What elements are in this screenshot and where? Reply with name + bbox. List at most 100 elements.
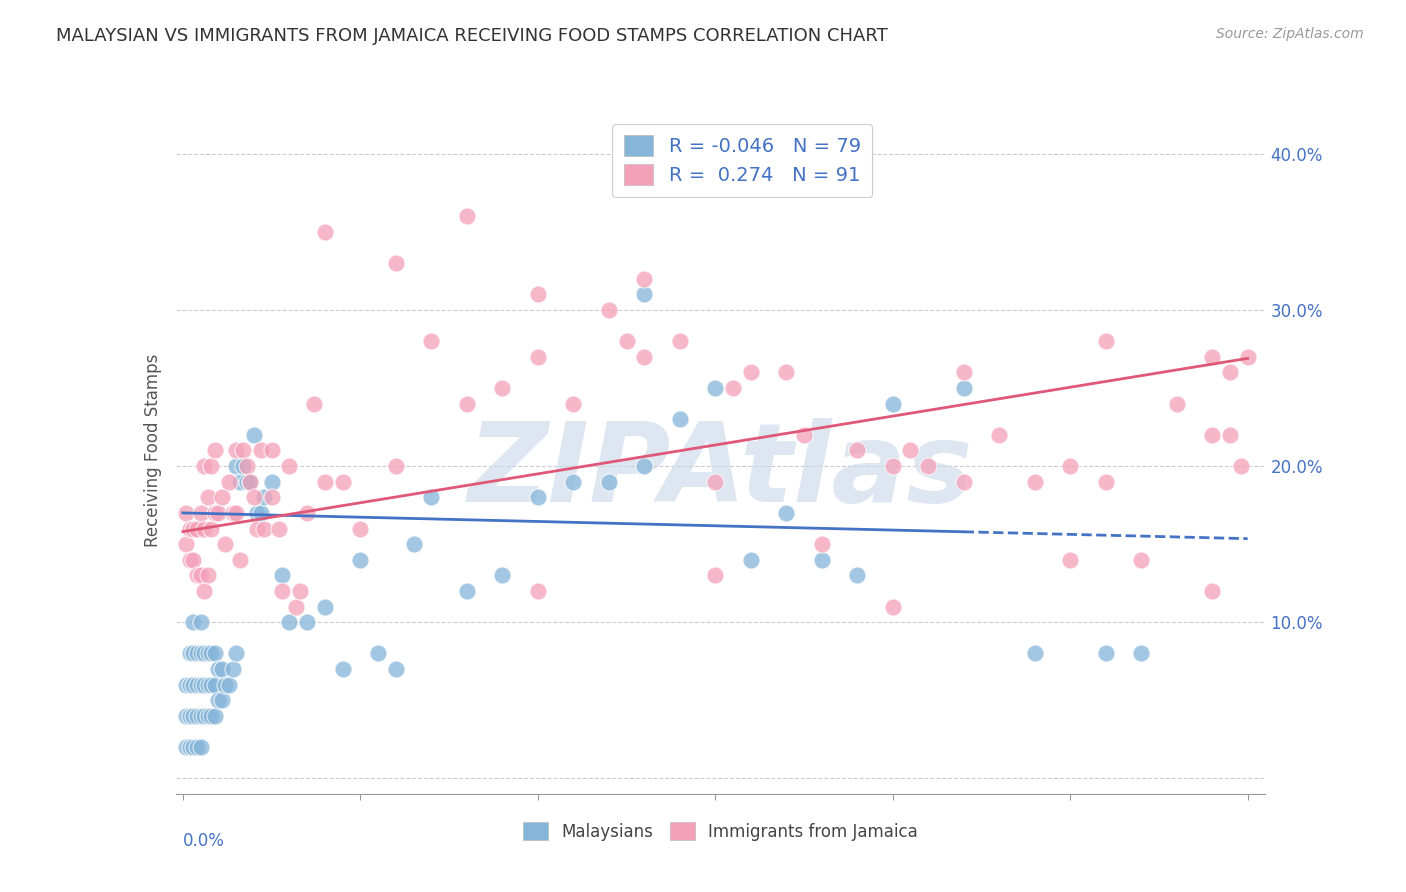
- Point: [179, 708, 201, 723]
- Point: [204, 506, 226, 520]
- Point: [183, 552, 205, 567]
- Point: [900, 443, 922, 458]
- Point: [179, 678, 201, 692]
- Point: [200, 708, 222, 723]
- Point: [704, 475, 727, 489]
- Point: [183, 521, 205, 535]
- Point: [1236, 350, 1258, 364]
- Point: [952, 381, 974, 395]
- Point: [243, 490, 266, 504]
- Point: [314, 599, 336, 614]
- Point: [239, 475, 262, 489]
- Point: [456, 396, 478, 410]
- Point: [385, 256, 408, 270]
- Point: [332, 475, 354, 489]
- Point: [186, 678, 208, 692]
- Point: [775, 366, 797, 380]
- Legend: Malaysians, Immigrants from Jamaica: Malaysians, Immigrants from Jamaica: [516, 815, 925, 847]
- Point: [420, 490, 443, 504]
- Point: [190, 568, 212, 582]
- Point: [402, 537, 425, 551]
- Text: Source: ZipAtlas.com: Source: ZipAtlas.com: [1216, 27, 1364, 41]
- Point: [176, 506, 198, 520]
- Point: [278, 615, 301, 630]
- Point: [190, 678, 212, 692]
- Point: [562, 475, 585, 489]
- Point: [1094, 646, 1116, 660]
- Point: [183, 678, 205, 692]
- Point: [260, 475, 283, 489]
- Point: [176, 740, 198, 755]
- Point: [917, 458, 939, 473]
- Point: [704, 568, 727, 582]
- Text: MALAYSIAN VS IMMIGRANTS FROM JAMAICA RECEIVING FOOD STAMPS CORRELATION CHART: MALAYSIAN VS IMMIGRANTS FROM JAMAICA REC…: [56, 27, 889, 45]
- Point: [250, 443, 273, 458]
- Text: 0.0%: 0.0%: [183, 831, 225, 850]
- Point: [232, 443, 254, 458]
- Point: [385, 662, 408, 676]
- Point: [1219, 427, 1241, 442]
- Point: [295, 615, 318, 630]
- Point: [367, 646, 389, 660]
- Point: [176, 678, 198, 692]
- Point: [349, 552, 371, 567]
- Point: [186, 708, 208, 723]
- Point: [176, 537, 198, 551]
- Point: [190, 646, 212, 660]
- Point: [1059, 552, 1081, 567]
- Point: [190, 506, 212, 520]
- Point: [526, 350, 548, 364]
- Point: [200, 521, 222, 535]
- Point: [260, 490, 283, 504]
- Point: [232, 458, 254, 473]
- Point: [846, 443, 869, 458]
- Point: [225, 646, 247, 660]
- Point: [882, 396, 904, 410]
- Point: [882, 458, 904, 473]
- Point: [704, 381, 727, 395]
- Point: [1201, 350, 1223, 364]
- Point: [214, 678, 236, 692]
- Point: [190, 740, 212, 755]
- Point: [598, 475, 620, 489]
- Point: [253, 490, 276, 504]
- Point: [988, 427, 1011, 442]
- Point: [239, 475, 262, 489]
- Point: [721, 381, 744, 395]
- Point: [225, 506, 247, 520]
- Point: [176, 708, 198, 723]
- Point: [193, 521, 215, 535]
- Point: [228, 475, 250, 489]
- Point: [598, 302, 620, 317]
- Point: [243, 427, 266, 442]
- Point: [221, 506, 243, 520]
- Point: [253, 521, 276, 535]
- Point: [186, 521, 208, 535]
- Point: [526, 287, 548, 301]
- Point: [225, 458, 247, 473]
- Point: [385, 458, 408, 473]
- Point: [221, 662, 243, 676]
- Point: [179, 552, 201, 567]
- Point: [267, 521, 290, 535]
- Point: [183, 708, 205, 723]
- Point: [183, 646, 205, 660]
- Point: [218, 678, 240, 692]
- Point: [526, 490, 548, 504]
- Point: [302, 396, 325, 410]
- Point: [235, 475, 257, 489]
- Point: [793, 427, 815, 442]
- Point: [200, 678, 222, 692]
- Point: [200, 458, 222, 473]
- Point: [183, 740, 205, 755]
- Point: [271, 583, 294, 598]
- Point: [278, 458, 301, 473]
- Point: [314, 225, 336, 239]
- Point: [186, 740, 208, 755]
- Point: [1094, 475, 1116, 489]
- Point: [211, 693, 233, 707]
- Point: [193, 678, 215, 692]
- Point: [491, 381, 513, 395]
- Point: [740, 366, 762, 380]
- Point: [193, 646, 215, 660]
